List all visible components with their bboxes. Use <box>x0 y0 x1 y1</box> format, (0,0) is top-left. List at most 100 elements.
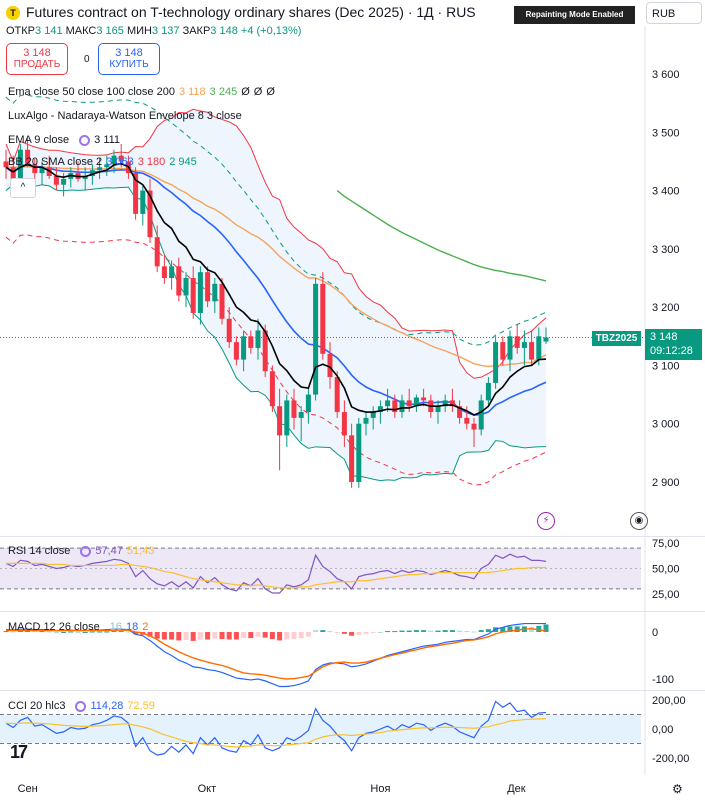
macd-histogram-bar <box>406 630 412 632</box>
rsi-tick-label: 50,00 <box>652 564 680 576</box>
legend-bb-upper: 3 180 <box>137 156 166 168</box>
candle-body <box>349 435 355 482</box>
macd-histogram-bar <box>277 632 283 641</box>
candle-body <box>39 167 45 174</box>
macd-histogram-bar <box>241 632 247 639</box>
macd-histogram-bar <box>53 632 59 633</box>
ohlc-row: ОТКР3 141 МАКС3 165 МИН3 137 ЗАКР3 148 +… <box>6 25 301 37</box>
candle-body <box>277 406 283 436</box>
tradingview-logo[interactable]: 17 <box>10 742 28 762</box>
macd-histogram-bar <box>61 632 67 633</box>
candle-body <box>341 412 347 436</box>
candle-body <box>500 342 506 360</box>
legend-rsi-value: 57,47 <box>95 545 123 557</box>
macd-histogram-bar <box>212 632 218 639</box>
pane-separator[interactable] <box>0 690 705 691</box>
legend-lux[interactable]: LuxAlgo - Nadaraya-Watson Envelope 8 3 c… <box>8 110 246 122</box>
buy-price: 3 148 <box>115 47 143 59</box>
pane-separator[interactable] <box>0 611 705 612</box>
legend-cci-name: CCI 20 hlc3 <box>8 700 66 712</box>
rsi-ma-line <box>6 562 546 589</box>
candle-body <box>53 176 59 185</box>
candle-body <box>442 400 448 407</box>
camera-icon[interactable]: ◉ <box>630 512 648 530</box>
legend-cci[interactable]: CCI 20 hlc3 114,28 72,59 <box>8 700 159 712</box>
candle-body <box>493 342 499 383</box>
bar-countdown: 09:12:28 <box>650 345 693 357</box>
candle-body <box>334 377 340 413</box>
macd-histogram-bar <box>298 632 304 639</box>
candle-body <box>219 283 225 319</box>
macd-histogram-bar <box>363 632 369 634</box>
candle-body <box>471 423 477 430</box>
cci-line <box>5 700 547 756</box>
currency-button[interactable]: RUB <box>646 2 702 24</box>
cci-ma-line <box>5 717 547 748</box>
legend-macd-hist: 16 <box>109 621 122 633</box>
legend-ema9[interactable]: EMA 9 close 3 111 <box>8 134 124 146</box>
candle-body <box>298 412 304 418</box>
macd-histogram-bar <box>385 631 391 633</box>
candle-body <box>529 342 535 360</box>
legend-rsi-name: RSI 14 close <box>8 545 71 557</box>
legend-lux-name: LuxAlgo - Nadaraya-Watson Envelope 8 3 c… <box>8 110 242 122</box>
legend-ema[interactable]: Ema close 50 close 100 close 200 3 118 3 2… <box>8 86 279 98</box>
y-axis-tick-label: 3 400 <box>652 186 680 198</box>
candle-body <box>89 170 95 176</box>
macd-histogram-bar <box>183 632 189 640</box>
collapse-legend-button[interactable]: ^ <box>10 178 36 198</box>
candle-body <box>320 283 326 354</box>
legend-macd-macd: 18 <box>125 621 139 633</box>
candle-body <box>370 412 376 418</box>
settings-gear-icon[interactable]: ⚙ <box>672 782 683 796</box>
macd-histogram-bar <box>305 632 311 637</box>
candle-body <box>226 318 232 343</box>
flash-icon[interactable]: ⚡ <box>537 512 555 530</box>
macd-histogram-bar <box>464 631 470 633</box>
macd-histogram-bar <box>543 624 549 632</box>
macd-histogram-bar <box>435 630 441 632</box>
sell-button[interactable]: 3 148 ПРОДАТЬ <box>6 43 68 75</box>
x-axis-tick-label: Ноя <box>370 783 390 795</box>
candle-body <box>118 155 124 162</box>
macd-histogram-bar <box>75 632 81 633</box>
macd-histogram-bar <box>399 630 405 632</box>
candle-body <box>305 394 311 413</box>
cci-tick-label: 0,00 <box>652 724 673 736</box>
candle-body <box>147 190 153 238</box>
candle-body <box>176 266 182 296</box>
macd-histogram-bar <box>197 632 203 640</box>
macd-histogram-bar <box>377 632 383 633</box>
candle-body <box>421 397 427 401</box>
bollinger-band-fill <box>6 109 546 481</box>
candle-body <box>241 336 247 360</box>
macd-histogram-bar <box>10 631 16 633</box>
candle-body <box>521 342 527 348</box>
candle-body <box>32 164 38 174</box>
candle-body <box>291 400 297 418</box>
macd-histogram-bar <box>349 632 355 636</box>
macd-histogram-bar <box>169 632 175 640</box>
pane-separator[interactable] <box>0 536 705 537</box>
y-axis-tick-label: 3 300 <box>652 244 680 256</box>
legend-bb-basis: 3 063 <box>106 156 134 168</box>
ema100-line <box>336 190 547 282</box>
macd-histogram-bar <box>125 631 131 633</box>
symbol-title[interactable]: Futures contract on T-technology ordinar… <box>26 4 476 20</box>
candle-body <box>435 406 441 413</box>
macd-histogram-bar <box>514 626 520 632</box>
legend-rsi[interactable]: RSI 14 close 57,47 51,43 <box>8 545 158 557</box>
macd-histogram-bar <box>457 630 463 632</box>
legend-cci-value: 114,28 <box>90 700 124 712</box>
legend-ema-name: Ema close 50 close 100 close 200 <box>8 86 175 98</box>
legend-macd[interactable]: MACD 12 26 close 16 18 2 <box>8 621 152 633</box>
candle-body <box>284 400 290 436</box>
macd-histogram-bar <box>3 631 9 633</box>
candle-body <box>25 149 31 165</box>
buy-label: КУПИТЬ <box>109 59 149 70</box>
candle-body <box>392 400 398 413</box>
candle-body <box>161 266 167 278</box>
buy-button[interactable]: 3 148 КУПИТЬ <box>98 43 160 75</box>
